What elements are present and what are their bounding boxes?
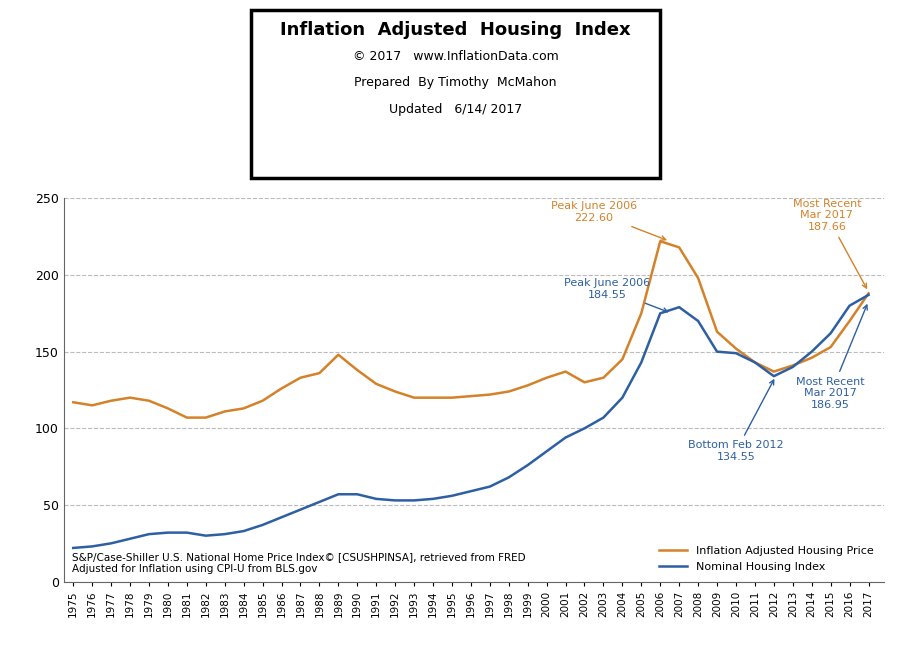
Text: S&P/Case-Shiller U.S. National Home Price Index© [CSUSHPINSA], retrieved from FR: S&P/Case-Shiller U.S. National Home Pric… (72, 553, 526, 574)
Text: Updated   6/14/ 2017: Updated 6/14/ 2017 (389, 102, 522, 116)
Text: Bottom Feb 2012
134.55: Bottom Feb 2012 134.55 (688, 380, 783, 462)
Text: © 2017   www.InflationData.com: © 2017 www.InflationData.com (353, 50, 558, 63)
Text: Peak June 2006
184.55: Peak June 2006 184.55 (564, 278, 668, 312)
Text: Inflation  Adjusted  Housing  Index: Inflation Adjusted Housing Index (281, 20, 630, 39)
Text: Peak June 2006
222.60: Peak June 2006 222.60 (551, 201, 666, 240)
Text: Most Recent
Mar 2017
186.95: Most Recent Mar 2017 186.95 (796, 305, 867, 410)
Text: Prepared  By Timothy  McMahon: Prepared By Timothy McMahon (354, 76, 557, 89)
Legend: Inflation Adjusted Housing Price, Nominal Housing Index: Inflation Adjusted Housing Price, Nomina… (655, 541, 878, 576)
Text: Most Recent
Mar 2017
187.66: Most Recent Mar 2017 187.66 (793, 199, 866, 288)
